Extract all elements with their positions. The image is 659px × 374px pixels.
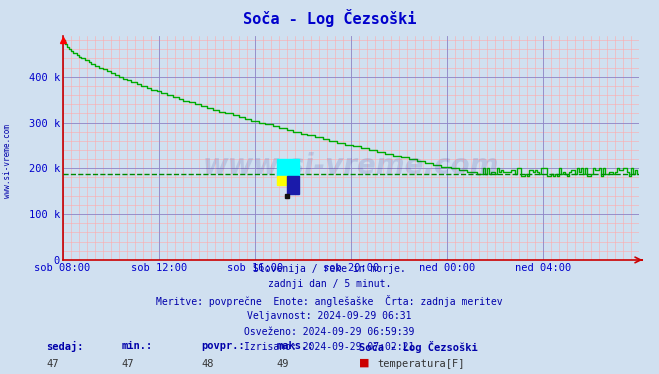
Text: Osveženo: 2024-09-29 06:59:39: Osveženo: 2024-09-29 06:59:39 bbox=[244, 327, 415, 337]
Text: www.si-vreme.com: www.si-vreme.com bbox=[3, 124, 13, 198]
Text: 47: 47 bbox=[46, 359, 59, 369]
Text: Soča - Log Čezsoški: Soča - Log Čezsoški bbox=[243, 9, 416, 27]
Polygon shape bbox=[277, 177, 287, 185]
Text: ■: ■ bbox=[359, 358, 370, 368]
Text: Izrisano: 2024-09-29 07:02:21: Izrisano: 2024-09-29 07:02:21 bbox=[244, 342, 415, 352]
Polygon shape bbox=[285, 193, 289, 198]
Text: Slovenija / reke in morje.: Slovenija / reke in morje. bbox=[253, 264, 406, 274]
Text: www.si-vreme.com: www.si-vreme.com bbox=[203, 152, 499, 180]
Text: temperatura[F]: temperatura[F] bbox=[378, 359, 465, 369]
Text: 47: 47 bbox=[122, 359, 134, 369]
Text: 49: 49 bbox=[277, 359, 289, 369]
Text: zadnji dan / 5 minut.: zadnji dan / 5 minut. bbox=[268, 279, 391, 289]
Text: sedaj:: sedaj: bbox=[46, 341, 84, 352]
Text: min.:: min.: bbox=[122, 341, 153, 351]
Text: povpr.:: povpr.: bbox=[201, 341, 244, 351]
Text: Veljavnost: 2024-09-29 06:31: Veljavnost: 2024-09-29 06:31 bbox=[247, 311, 412, 321]
Polygon shape bbox=[277, 159, 299, 177]
Polygon shape bbox=[287, 177, 299, 193]
Text: maks.:: maks.: bbox=[277, 341, 314, 351]
Text: Soča - Log Čezsoški: Soča - Log Čezsoški bbox=[359, 341, 478, 353]
Text: Meritve: povprečne  Enote: anglešaške  Črta: zadnja meritev: Meritve: povprečne Enote: anglešaške Črt… bbox=[156, 295, 503, 307]
Text: 48: 48 bbox=[201, 359, 214, 369]
